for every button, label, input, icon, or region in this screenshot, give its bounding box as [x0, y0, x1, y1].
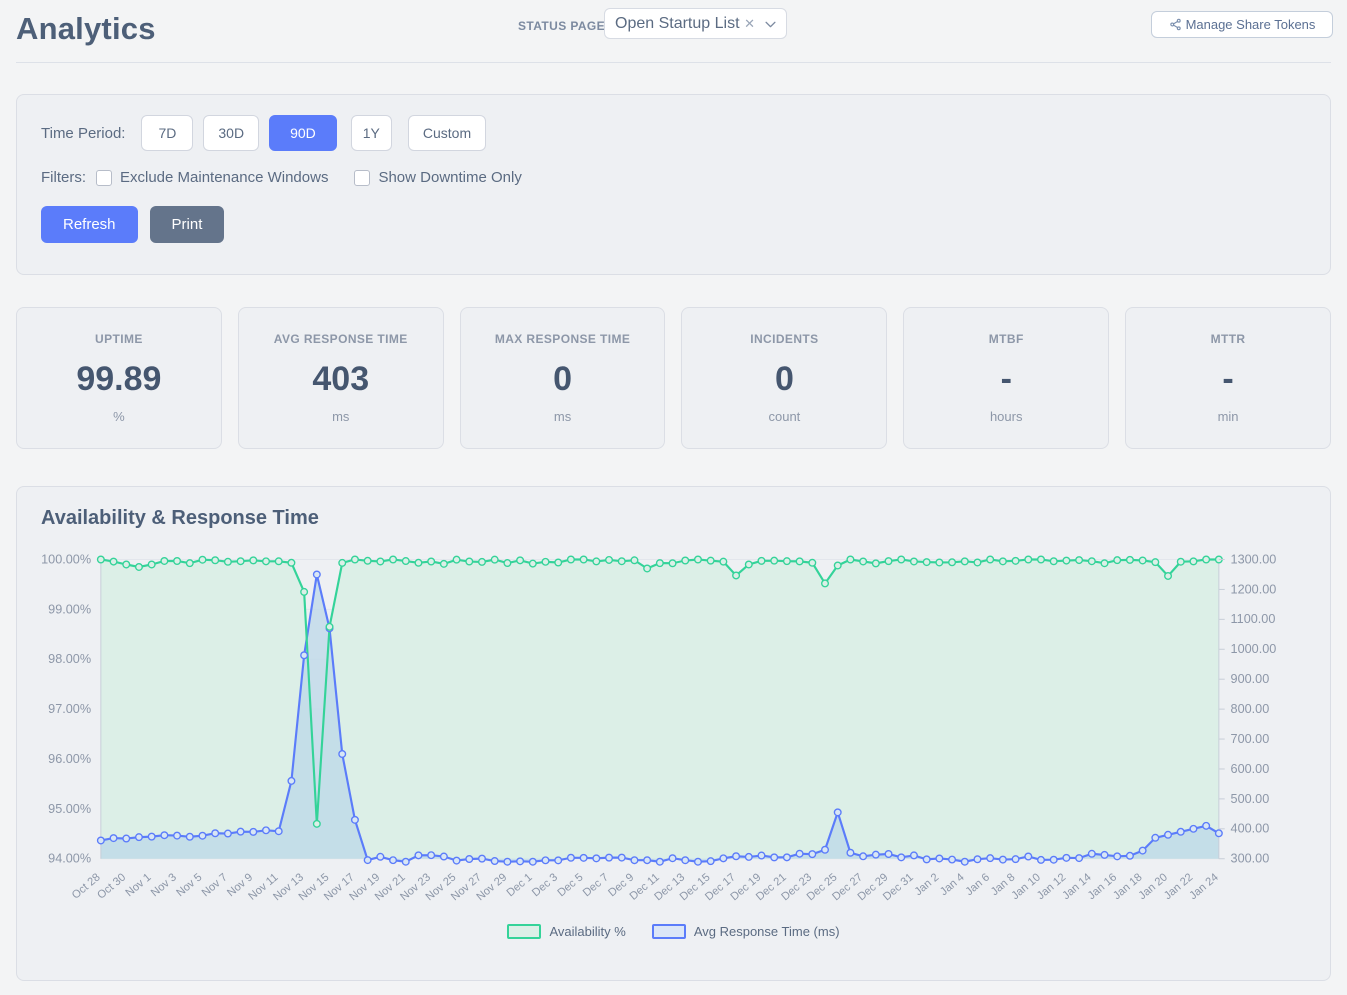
svg-text:96.00%: 96.00%	[48, 752, 91, 766]
svg-text:Dec 5: Dec 5	[555, 871, 585, 899]
svg-text:400.00: 400.00	[1231, 822, 1270, 836]
svg-text:800.00: 800.00	[1231, 702, 1270, 716]
svg-text:95.00%: 95.00%	[48, 802, 91, 816]
svg-text:Jan 4: Jan 4	[938, 871, 967, 898]
svg-text:Oct 28: Oct 28	[70, 871, 103, 901]
svg-text:500.00: 500.00	[1231, 792, 1270, 806]
svg-text:1200.00: 1200.00	[1231, 582, 1277, 596]
svg-text:97.00%: 97.00%	[48, 702, 91, 716]
svg-text:300.00: 300.00	[1231, 852, 1270, 866]
svg-text:Jan 24: Jan 24	[1187, 871, 1220, 902]
svg-text:1300.00: 1300.00	[1231, 552, 1277, 566]
svg-text:94.00%: 94.00%	[48, 852, 91, 866]
svg-text:700.00: 700.00	[1231, 732, 1270, 746]
svg-text:Nov 5: Nov 5	[174, 871, 204, 899]
svg-text:600.00: 600.00	[1231, 762, 1270, 776]
svg-text:900.00: 900.00	[1231, 672, 1270, 686]
svg-text:Nov 7: Nov 7	[200, 871, 230, 899]
svg-text:Dec 1: Dec 1	[505, 871, 535, 899]
svg-text:100.00%: 100.00%	[41, 552, 91, 566]
svg-text:Dec 7: Dec 7	[581, 871, 611, 899]
svg-text:Jan 6: Jan 6	[963, 871, 992, 898]
svg-text:Oct 30: Oct 30	[95, 871, 128, 901]
svg-text:Nov 1: Nov 1	[123, 871, 153, 899]
svg-text:99.00%: 99.00%	[48, 602, 91, 616]
svg-text:1000.00: 1000.00	[1231, 642, 1277, 656]
svg-text:Dec 3: Dec 3	[530, 871, 560, 899]
svg-text:Jan 2: Jan 2	[913, 871, 942, 898]
svg-text:1100.00: 1100.00	[1231, 612, 1276, 626]
svg-text:98.00%: 98.00%	[48, 652, 91, 666]
svg-text:Nov 3: Nov 3	[149, 871, 179, 899]
